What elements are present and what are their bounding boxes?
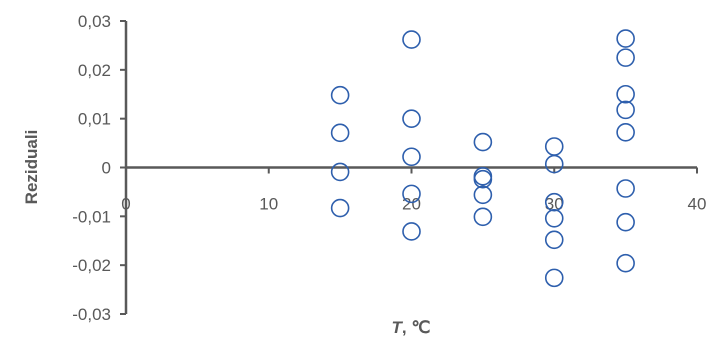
- x-axis-title: T, ℃: [392, 318, 431, 337]
- data-point: [473, 169, 493, 189]
- y-tick-label: 0,02: [78, 61, 111, 80]
- data-point: [616, 84, 635, 104]
- data-point: [402, 109, 421, 128]
- data-point: [616, 179, 635, 198]
- data-point: [544, 154, 564, 174]
- data-point: [330, 162, 350, 182]
- y-tick-label: -0,02: [72, 256, 111, 275]
- data-point: [544, 192, 564, 212]
- data-point: [330, 123, 350, 143]
- data-point: [473, 207, 493, 227]
- data-point: [544, 230, 564, 250]
- data-point: [402, 147, 421, 167]
- x-axis-title-unit: , ℃: [402, 318, 431, 337]
- data-point: [473, 132, 493, 152]
- y-axis-title: Reziduali: [22, 130, 41, 205]
- data-point: [616, 212, 635, 232]
- y-tick-label: 0: [102, 159, 111, 178]
- data-point: [616, 29, 635, 48]
- y-tick-label: -0,03: [72, 305, 111, 324]
- x-tick-label: 40: [688, 195, 707, 214]
- data-point: [544, 137, 564, 156]
- data-point: [544, 268, 564, 288]
- data-point: [402, 184, 421, 204]
- data-point: [402, 222, 421, 241]
- y-tick-label: 0,01: [78, 110, 111, 129]
- data-point: [544, 208, 564, 228]
- data-point: [402, 30, 421, 49]
- x-tick-label: 10: [259, 195, 278, 214]
- y-axis-tick-marks: [120, 20, 126, 315]
- x-axis-tick-labels: 010203040: [121, 195, 706, 214]
- data-points: [330, 29, 635, 288]
- data-point: [330, 198, 350, 218]
- y-tick-label: -0,01: [72, 207, 111, 226]
- data-point: [616, 123, 635, 142]
- data-point: [473, 185, 493, 205]
- data-point: [616, 48, 635, 67]
- y-tick-label: 0,03: [78, 12, 111, 31]
- y-axis-tick-labels: -0,03 -0,02 -0,01 0 0,01 0,02 0,03: [72, 12, 111, 324]
- data-point: [616, 253, 635, 273]
- x-axis-title-variable: T: [392, 318, 404, 337]
- x-tick-label: 20: [402, 195, 421, 214]
- data-point: [330, 85, 350, 105]
- data-point: [616, 100, 635, 120]
